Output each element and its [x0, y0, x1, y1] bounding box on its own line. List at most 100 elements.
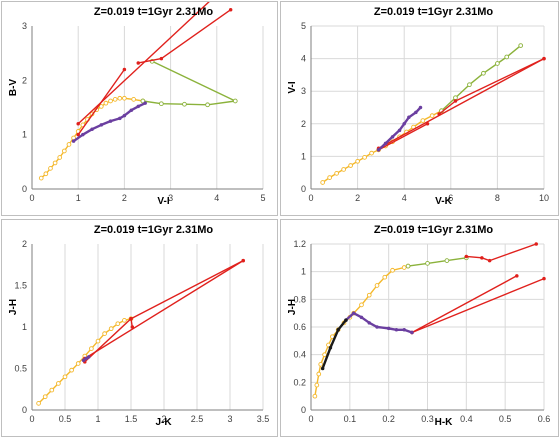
data-point: [112, 96, 118, 102]
data-point: [143, 101, 147, 105]
data-point: [136, 61, 141, 65]
data-point: [129, 108, 134, 112]
y-tick-label: 0: [301, 405, 306, 415]
x-tick-label: 2.5: [191, 414, 204, 424]
x-tick-label: 0.3: [421, 414, 434, 424]
series-line-green: [142, 60, 237, 106]
data-point: [43, 171, 49, 177]
x-axis-label: J-K: [155, 417, 172, 428]
chart-panel-vi-bv: 0 1 2 3 4 5 0 1 2 3 Z=0.019 t=1Gyr 2.31Mo V-I B-V: [1, 1, 278, 216]
data-point: [81, 358, 86, 362]
y-tick-label: 0.5: [14, 364, 27, 374]
x-tick-label: 1: [76, 193, 81, 203]
y-tick-label: 1: [301, 151, 306, 161]
y-tick-label: 5: [301, 21, 306, 31]
chart-svg: 0 0.1 0.2 0.3 0.4 0.5 0.6 0 0.2 0.4 0.6 0.8 1 1.2 Z=0.…: [287, 224, 551, 428]
chart-title: Z=0.019 t=1Gyr 2.31Mo: [374, 224, 494, 236]
data-point: [382, 274, 388, 280]
chart-title: Z=0.019 t=1Gyr 2.31Mo: [94, 6, 214, 18]
chart-panel-vk-vi: 0 2 4 6 8 10 0 1 2 3 4 5 Z=0.019 t=1Gyr 2.31Mo V-K V-I: [280, 1, 559, 216]
data-point: [318, 362, 324, 367]
data-point: [367, 321, 371, 325]
x-tick-label: 8: [495, 193, 500, 203]
x-tick-label: 5: [260, 193, 265, 203]
x-tick-label: 3.5: [257, 414, 270, 424]
series-line-red: [84, 317, 133, 363]
data-point: [115, 321, 121, 327]
x-tick-label: 0: [29, 414, 34, 424]
data-point: [425, 261, 430, 266]
x-axis-label: H-K: [435, 417, 454, 428]
data-point: [122, 95, 127, 101]
data-point: [69, 367, 74, 373]
data-point: [327, 175, 332, 180]
data-point: [76, 122, 80, 126]
data-point: [344, 318, 348, 322]
series-line-yellow: [314, 265, 409, 397]
x-tick-label: 2: [122, 193, 127, 203]
series-line-black: [321, 319, 347, 369]
series-line-red: [130, 259, 244, 320]
series-line-purple: [345, 311, 413, 334]
data-point: [410, 330, 414, 335]
data-point: [359, 302, 364, 308]
x-tick-label: 0.2: [382, 414, 395, 424]
data-point: [103, 100, 109, 106]
series-line-red: [411, 275, 518, 334]
data-point: [38, 175, 44, 181]
y-tick-label: 0.2: [293, 377, 306, 387]
data-point: [71, 139, 76, 143]
data-point: [122, 318, 127, 323]
data-point: [467, 82, 472, 88]
data-point: [117, 95, 123, 101]
data-point: [98, 104, 104, 109]
data-point: [542, 276, 546, 281]
data-point: [397, 128, 402, 133]
data-point: [56, 381, 61, 386]
x-axis-label: V-I: [157, 196, 169, 207]
data-point: [159, 56, 164, 61]
data-point: [57, 155, 63, 160]
data-point: [99, 123, 104, 127]
x-tick-label: 1.5: [125, 414, 138, 424]
data-point: [36, 401, 41, 406]
data-point: [359, 315, 364, 320]
data-point: [405, 263, 411, 269]
data-point: [312, 393, 318, 399]
data-point: [362, 155, 367, 160]
x-tick-label: 3: [227, 414, 232, 424]
data-point: [241, 258, 245, 263]
y-tick-label: 1.5: [14, 281, 27, 291]
data-point: [453, 95, 458, 101]
data-point: [376, 148, 381, 152]
data-point: [320, 180, 325, 185]
data-point: [429, 113, 435, 118]
x-tick-label: 0.6: [538, 414, 551, 424]
data-point: [504, 54, 510, 60]
data-point: [48, 166, 53, 171]
data-point: [232, 98, 238, 104]
data-point: [314, 382, 320, 388]
x-tick-label: 3: [168, 193, 173, 203]
data-point: [374, 283, 380, 288]
data-point: [140, 98, 146, 104]
x-axis-label: V-K: [435, 196, 452, 207]
series-line-red: [411, 277, 545, 334]
chart-panel-hk-jh: 0 0.1 0.2 0.3 0.4 0.5 0.6 0 0.2 0.4 0.6 0.8 1 1.2 Z=0.…: [280, 219, 559, 437]
data-point: [375, 325, 379, 329]
x-tick-label: 6: [448, 193, 453, 203]
series-line-red: [466, 243, 537, 262]
data-point: [386, 326, 391, 331]
x-tick-label: 4: [402, 193, 407, 203]
data-point: [316, 371, 322, 377]
series-line-green: [408, 257, 467, 267]
data-point: [402, 328, 406, 332]
y-tick-label: 0: [301, 184, 306, 194]
data-point: [102, 331, 107, 336]
y-tick-label: 3: [301, 86, 306, 96]
data-point: [336, 328, 340, 332]
y-tick-label: 0: [22, 405, 27, 415]
data-point: [136, 104, 141, 109]
series-line-red: [84, 260, 244, 360]
data-point: [49, 387, 55, 393]
